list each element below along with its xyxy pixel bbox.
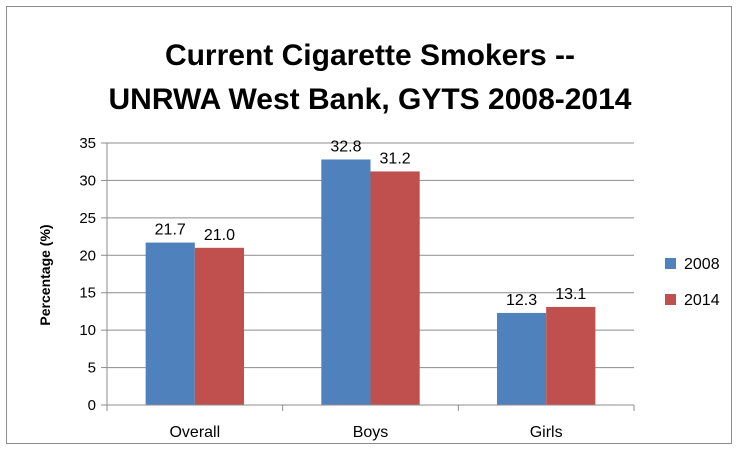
data-label: 21.7 [155,222,186,239]
bar-2014-overall [194,247,245,405]
chart-title: Current Cigarette Smokers -- UNRWA West … [109,39,632,116]
legend: 2008 2014 [665,256,720,309]
x-tick-label: Boys [353,424,389,441]
y-tick-label: 20 [79,247,96,264]
bar-2008-girls [496,312,547,405]
bar-2014-boys [370,171,420,405]
y-tick-label: 25 [79,210,96,227]
data-label: 31.2 [380,150,411,167]
data-label: 32.8 [330,138,361,155]
y-tick-label: 0 [88,397,96,414]
data-label: 13.1 [555,286,586,303]
y-tick-label: 10 [79,322,96,339]
axes [101,142,635,411]
y-tick-label: 30 [79,172,96,189]
data-label: 21.0 [204,227,235,244]
y-axis-label: Percentage (%) [37,224,53,325]
y-tick-labels: 0 5 10 15 20 25 30 35 [79,135,96,414]
legend-swatch [665,258,676,269]
y-tick-label: 15 [79,285,96,302]
x-tick-label: Overall [169,424,220,441]
bar-2008-overall [145,242,195,405]
legend-swatch [665,294,676,305]
data-labels: 21.7 21.0 32.8 31.2 12.3 13.1 [155,138,587,308]
legend-item: 2008 [665,256,720,273]
x-tick-labels: Overall Boys Girls [169,424,562,441]
legend-label: 2014 [684,292,720,309]
chart-title-line-1: Current Cigarette Smokers -- [165,39,575,72]
bar-2008-boys [321,159,371,405]
bars [145,159,596,405]
bar-2014-girls [546,306,596,405]
y-tick-label: 5 [88,360,96,377]
legend-item: 2014 [665,292,720,309]
y-tick-label: 35 [79,135,96,152]
legend-label: 2008 [684,256,720,273]
data-label: 12.3 [506,292,537,309]
chart-title-line-2: UNRWA West Bank, GYTS 2008-2014 [109,83,632,116]
x-tick-label: Girls [530,424,563,441]
